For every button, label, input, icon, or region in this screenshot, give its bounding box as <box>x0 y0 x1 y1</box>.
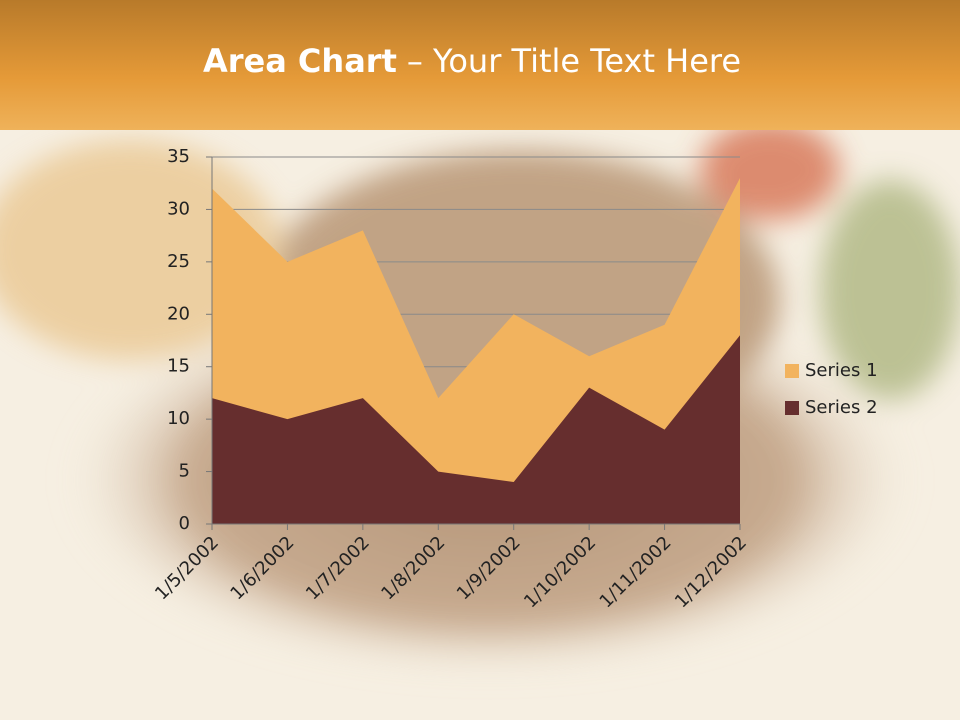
y-tick-label: 25 <box>167 251 190 272</box>
title-bold: Area Chart <box>203 42 397 80</box>
y-tick-label: 35 <box>167 146 190 167</box>
legend-label: Series 2 <box>805 397 878 418</box>
y-tick-label: 10 <box>167 408 190 429</box>
legend-swatch <box>785 401 799 415</box>
y-tick-label: 0 <box>179 513 190 534</box>
legend-swatch <box>785 364 799 378</box>
header-band <box>0 0 960 130</box>
slide-title: Area Chart – Your Title Text Here <box>203 42 741 80</box>
y-tick-label: 20 <box>167 303 190 324</box>
title-rest: – Your Title Text Here <box>407 42 741 80</box>
legend-label: Series 1 <box>805 360 878 381</box>
y-tick-label: 15 <box>167 356 190 377</box>
area <box>212 335 740 524</box>
y-tick-label: 5 <box>179 461 190 482</box>
y-tick-label: 30 <box>167 198 190 219</box>
